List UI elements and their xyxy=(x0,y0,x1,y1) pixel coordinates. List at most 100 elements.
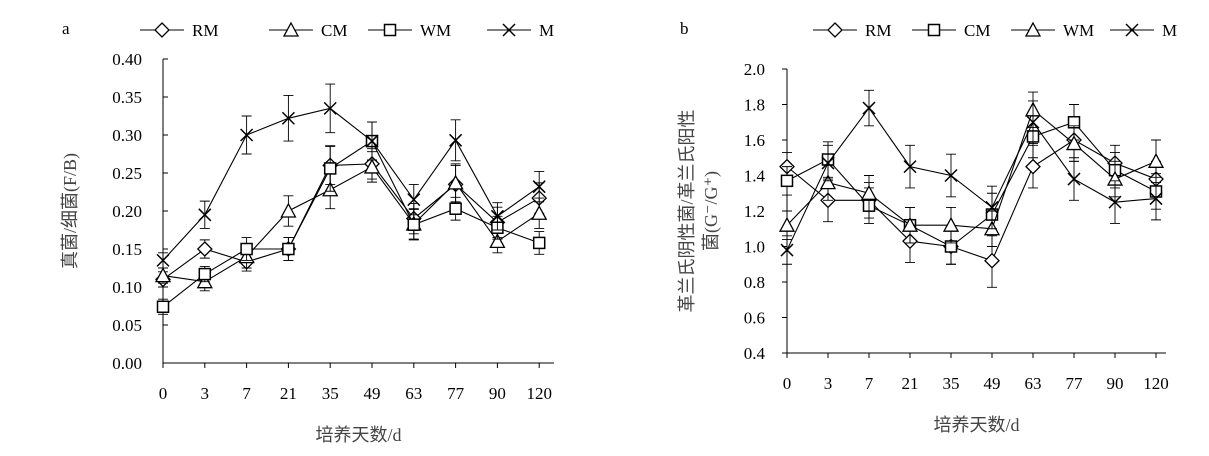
legend-label: M xyxy=(1162,21,1177,40)
legend-entry-M: M xyxy=(1110,21,1177,40)
y-axis-title: 真菌/细菌(F/B) xyxy=(60,153,81,269)
series-M xyxy=(780,89,1163,265)
data-point xyxy=(489,233,506,249)
x-tick-label: 49 xyxy=(364,384,381,403)
series-WM xyxy=(156,121,546,315)
series-line xyxy=(786,107,1157,251)
x-tick-label: 120 xyxy=(526,384,552,403)
legend-marker xyxy=(827,22,843,38)
y-tick-label: 0.6 xyxy=(744,309,765,328)
y-tick-label: 0.30 xyxy=(112,126,142,145)
data-point xyxy=(821,156,835,170)
legend-label: RM xyxy=(192,21,218,40)
legend-entry-M: M xyxy=(487,21,554,40)
data-point xyxy=(407,193,421,207)
y-tick-label: 0.10 xyxy=(112,278,142,297)
y-tick-label: 0.05 xyxy=(112,316,142,335)
data-point xyxy=(780,174,794,188)
x-axis-title: 培养天数/d xyxy=(933,415,1019,435)
y-tick-label: 0.15 xyxy=(112,240,142,259)
data-point xyxy=(942,216,960,232)
series-line xyxy=(162,107,540,261)
data-point xyxy=(984,252,1000,269)
data-point xyxy=(198,267,212,281)
y-tick-label: 1.2 xyxy=(744,202,765,221)
x-tick-label: 35 xyxy=(943,374,960,393)
data-point xyxy=(1025,158,1041,175)
data-point xyxy=(282,242,295,256)
data-point xyxy=(1108,195,1122,209)
data-point xyxy=(154,267,172,283)
panel-label: b xyxy=(680,19,689,38)
legend-entry-RM: RM xyxy=(140,21,218,40)
data-point xyxy=(198,208,212,222)
y-tick-label: 0.20 xyxy=(112,202,142,221)
x-tick-label: 63 xyxy=(405,384,422,403)
data-point xyxy=(363,158,381,174)
data-point xyxy=(240,242,253,256)
legend-marker xyxy=(1125,23,1139,37)
x-tick-label: 7 xyxy=(242,384,251,403)
x-tick-label: 90 xyxy=(1107,374,1124,393)
data-point xyxy=(156,300,170,314)
legend-entry-RM: RM xyxy=(813,21,891,40)
y-axis-title-line: 革兰氏阴性菌/革兰氏阳性 xyxy=(677,110,697,313)
x-axis-title: 培养天数/d xyxy=(315,425,401,445)
data-point xyxy=(280,202,297,218)
series-line xyxy=(786,108,1157,230)
legend-marker xyxy=(927,23,941,37)
data-point xyxy=(862,101,876,115)
legend-label: RM xyxy=(865,21,891,40)
data-point xyxy=(365,134,379,148)
x-tick-label: 49 xyxy=(984,374,1001,393)
x-tick-label: 7 xyxy=(865,374,874,393)
x-tick-label: 63 xyxy=(1025,374,1042,393)
legend-entry-WM: WM xyxy=(368,21,451,40)
legend-entry-CM: CM xyxy=(269,21,347,40)
data-point xyxy=(1065,135,1083,151)
data-point xyxy=(532,180,546,194)
data-point xyxy=(281,111,295,125)
y-tick-label: 0.00 xyxy=(112,354,142,373)
legend-marker xyxy=(383,23,397,37)
legend-label: CM xyxy=(321,21,347,40)
series-line xyxy=(786,139,1157,262)
y-tick-label: 2.0 xyxy=(744,60,765,79)
data-point xyxy=(449,133,463,147)
x-tick-label: 0 xyxy=(159,384,168,403)
y-tick-label: 0.40 xyxy=(112,50,142,69)
series-RM xyxy=(779,118,1164,288)
y-tick-label: 1.0 xyxy=(744,238,765,257)
legend-entry-CM: CM xyxy=(912,21,990,40)
y-tick-label: 0.35 xyxy=(112,88,142,107)
series-line xyxy=(162,140,540,308)
data-point xyxy=(156,253,170,267)
series-M xyxy=(156,83,546,269)
data-point xyxy=(407,218,421,231)
series-CM xyxy=(780,104,1163,265)
legend-label: M xyxy=(539,21,554,40)
legend-entry-WM: WM xyxy=(1011,21,1094,40)
legend-marker xyxy=(1024,21,1042,37)
data-point xyxy=(449,202,462,215)
legend-marker xyxy=(154,22,170,38)
data-point xyxy=(323,101,337,115)
series-WM xyxy=(778,91,1165,247)
x-tick-label: 0 xyxy=(783,374,792,393)
data-point xyxy=(1149,192,1163,206)
data-point xyxy=(1026,115,1040,129)
legend-label: WM xyxy=(1063,21,1094,40)
x-tick-label: 21 xyxy=(280,384,297,403)
data-point xyxy=(778,216,796,232)
x-tick-label: 120 xyxy=(1143,374,1169,393)
y-tick-label: 0.25 xyxy=(112,164,142,183)
chart-panel-a: a 0.00 0.05 0.10 0.15 0.20 0.25 0.30 0.35 0.40 0 3 7… xyxy=(60,19,554,445)
x-tick-label: 3 xyxy=(201,384,210,403)
series-CM xyxy=(154,151,548,292)
y-tick-label: 0.8 xyxy=(744,273,765,292)
x-tick-label: 90 xyxy=(489,384,506,403)
data-point xyxy=(240,128,254,142)
legend-marker xyxy=(282,21,300,37)
y-tick-label: 1.8 xyxy=(744,96,765,115)
